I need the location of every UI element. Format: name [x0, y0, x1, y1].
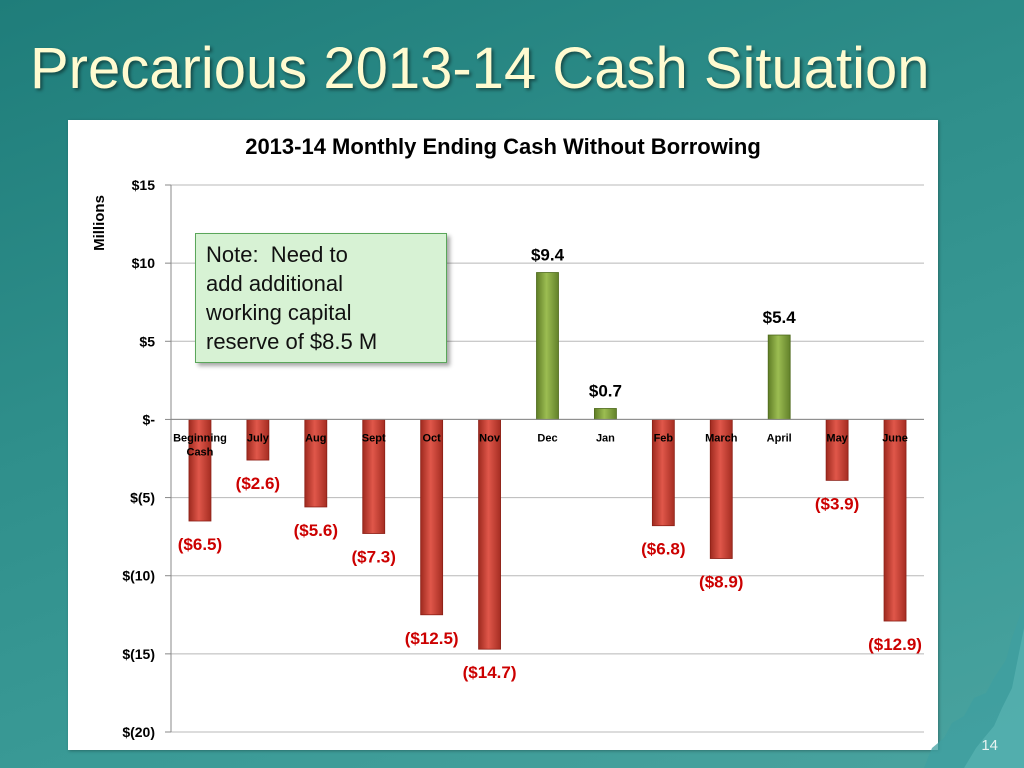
bar: [420, 419, 444, 616]
bar-chart: $15 $10 $5 $- $(5) $(10) $(15) $(20) Millions Beg…: [91, 177, 924, 740]
bar: [536, 272, 559, 420]
data-label: ($14.7): [463, 663, 517, 682]
y-tick-label: $5: [139, 333, 155, 349]
category-label: Oct: [422, 432, 441, 444]
category-label: May: [826, 432, 848, 444]
y-tick-label: $(15): [122, 646, 155, 662]
data-label: $9.4: [531, 246, 565, 265]
chart-title: 2013-14 Monthly Ending Cash Without Borr…: [245, 134, 761, 159]
data-label: $0.7: [589, 381, 622, 400]
note-callout: Note: Need to add additional working cap…: [195, 233, 447, 363]
bar: [594, 408, 617, 420]
bar: [767, 334, 791, 420]
category-label: July: [247, 432, 270, 444]
slide-title: Precarious 2013-14 Cash Situation: [30, 36, 930, 101]
category-label: Dec: [537, 432, 557, 444]
data-label: ($5.6): [294, 521, 338, 540]
category-label: Sept: [362, 432, 386, 444]
y-tick-label: $-: [143, 411, 156, 427]
mountain-decoration: [924, 598, 1024, 768]
y-tick-label: $(20): [122, 724, 155, 740]
data-label: $5.4: [763, 308, 797, 327]
bar: [825, 419, 849, 481]
bar: [883, 419, 907, 622]
y-tick-label: $15: [132, 177, 156, 193]
data-label: ($12.5): [405, 629, 459, 648]
y-axis-label: Millions: [91, 195, 108, 251]
category-label: Nov: [479, 432, 501, 444]
data-label: ($8.9): [699, 573, 743, 592]
chart-panel: 2013-14 Monthly Ending Cash Without Borr…: [68, 120, 938, 750]
y-tick-label: $(10): [122, 568, 155, 584]
data-label: ($3.9): [815, 494, 859, 513]
data-label: ($6.8): [641, 540, 685, 559]
data-label: ($6.5): [178, 535, 222, 554]
category-label: Aug: [305, 432, 326, 444]
bar: [478, 419, 501, 650]
category-label: June: [882, 432, 908, 444]
category-label: Feb: [654, 432, 674, 444]
category-label: April: [767, 432, 792, 444]
category-label: Beginning Cash: [173, 432, 227, 458]
data-label: ($7.3): [352, 548, 396, 567]
category-label: March: [705, 432, 738, 444]
data-label: ($12.9): [868, 635, 922, 654]
category-label: Jan: [596, 432, 615, 444]
page-number: 14: [981, 737, 998, 754]
y-tick-label: $10: [132, 255, 156, 271]
data-label: ($2.6): [236, 474, 280, 493]
y-tick-label: $(5): [130, 490, 155, 506]
